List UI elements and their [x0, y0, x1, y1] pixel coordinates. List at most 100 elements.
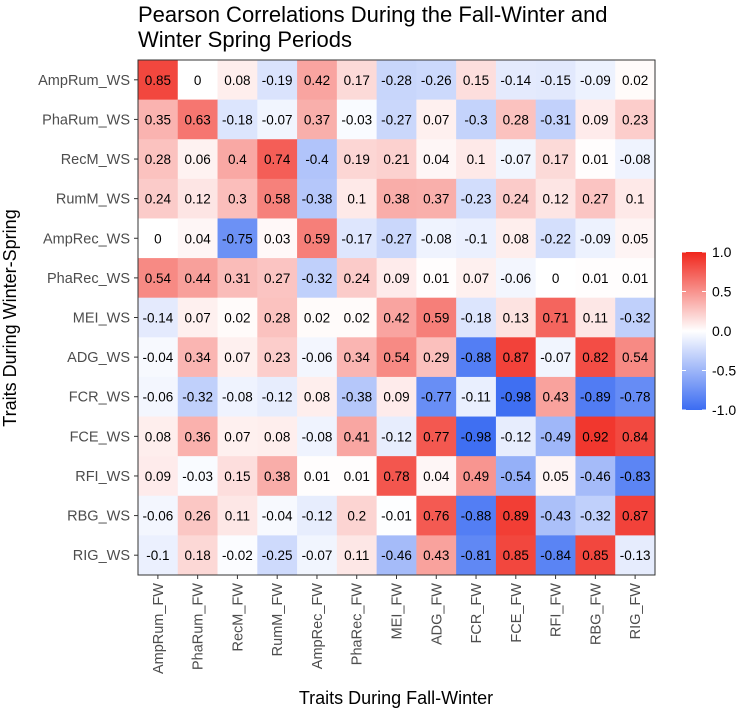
heatmap-cell [495, 178, 537, 219]
heatmap-cell [376, 99, 417, 140]
heatmap-cell [336, 376, 378, 417]
cell-value-label: 0.07 [423, 112, 449, 127]
cell-value-label: 0.24 [145, 192, 172, 207]
cell-value-label: -0.88 [461, 350, 492, 365]
heatmap-cell [336, 495, 378, 536]
heatmap-cell [575, 258, 616, 299]
legend-tick-label: 0.0 [712, 323, 732, 339]
cell-value-label: -0.07 [540, 350, 571, 365]
cell-value-label: 0.09 [383, 390, 409, 405]
heatmap-cell [615, 376, 656, 417]
cell-value-label: 0.77 [423, 429, 449, 444]
cell-value-label: 0.11 [225, 509, 250, 524]
cell-value-label: -0.14 [500, 73, 531, 88]
heatmap-cell [138, 218, 179, 259]
cell-value-label: 0.17 [344, 73, 370, 88]
cell-value-label: -0.3 [464, 112, 487, 127]
cell-value-label: 0.37 [304, 112, 330, 127]
heatmap-cell [376, 535, 417, 576]
heatmap-cell [376, 456, 417, 497]
cell-value-label: -0.46 [381, 548, 412, 563]
heatmap-cell [138, 376, 179, 417]
cell-value-label: -0.06 [142, 390, 173, 405]
cell-value-label: 0.21 [383, 152, 409, 167]
heatmap-cell [575, 495, 616, 536]
cell-value-label: 0.19 [344, 152, 370, 167]
cell-value-label: -0.08 [302, 429, 333, 444]
cell-value-label: -0.75 [222, 231, 253, 246]
heatmap-cell [416, 60, 457, 101]
heatmap-cell [177, 178, 218, 219]
cell-value-label: 0.02 [224, 311, 250, 326]
cell-value-label: -0.78 [620, 390, 651, 405]
heatmap-cell [177, 337, 218, 378]
cell-value-label: 0.05 [542, 469, 568, 484]
heatmap-cell [376, 258, 417, 299]
heatmap-cell [138, 139, 179, 180]
heatmap-cell [217, 297, 258, 338]
heatmap-cell [535, 60, 576, 101]
x-tick-label: PhaRec_FW [350, 583, 366, 666]
cell-value-label: -0.49 [540, 429, 571, 444]
cell-value-label: -0.81 [461, 548, 492, 563]
cell-value-label: 0.08 [503, 231, 529, 246]
heatmap-cell [535, 139, 576, 180]
cell-value-label: -0.09 [580, 231, 611, 246]
heatmap-cell [416, 297, 457, 338]
cell-value-label: -0.14 [142, 311, 173, 326]
cell-value-label: -0.1 [464, 231, 487, 246]
cell-value-label: 0.85 [145, 73, 171, 88]
heatmap-cell [456, 535, 497, 576]
heatmap-cell [416, 139, 457, 180]
heatmap-cell [575, 337, 616, 378]
cell-value-label: -0.4 [305, 152, 329, 167]
cell-value-label: 0.05 [622, 231, 648, 246]
x-tick-label: FCR_FW [469, 583, 485, 644]
cell-value-label: 0.23 [622, 112, 648, 127]
cell-value-label: -0.46 [580, 469, 611, 484]
heatmap-cell [615, 456, 656, 497]
heatmap-cell [217, 337, 258, 378]
cell-value-label: -0.03 [341, 112, 372, 127]
cell-value-label: 0.02 [344, 311, 370, 326]
heatmap-cell [416, 258, 457, 299]
heatmap-cell [535, 297, 576, 338]
cell-value-label: 0.06 [185, 152, 211, 167]
cell-value-label: -0.09 [580, 73, 611, 88]
heatmap-cell [297, 456, 338, 497]
cell-value-label: -0.32 [620, 311, 651, 326]
heatmap-cell [535, 376, 576, 417]
heatmap-cell [336, 258, 378, 299]
heatmap-cell [336, 60, 378, 101]
cell-value-label: 0.31 [224, 271, 250, 286]
heatmap-cell [456, 495, 497, 536]
cell-value-label: 0 [194, 73, 202, 88]
cell-value-label: 0 [552, 271, 560, 286]
cell-value-label: -0.08 [222, 390, 253, 405]
heatmap-cell [297, 139, 338, 180]
heatmap-cell [495, 258, 537, 299]
heatmap-cell [615, 337, 656, 378]
heatmap-cell [416, 416, 457, 457]
heatmap-cell [416, 495, 457, 536]
heatmap-cell [336, 456, 378, 497]
legend-ticks: 1.0 0.5 0.0 -0.5 -1.0 [682, 244, 736, 418]
heatmap-cell [138, 258, 179, 299]
cell-value-label: 0.11 [583, 311, 608, 326]
cell-value-label: 0.09 [145, 469, 171, 484]
cell-value-label: 0.02 [622, 73, 648, 88]
cell-value-label: 0.03 [264, 231, 290, 246]
cell-value-label: -0.06 [500, 271, 531, 286]
cell-value-label: 0.1 [467, 152, 486, 167]
legend-tick-label: -1.0 [712, 402, 736, 418]
heatmap-cell [495, 337, 537, 378]
heatmap-cell [376, 376, 417, 417]
cell-value-label: -0.12 [381, 429, 412, 444]
cell-value-label: 0.87 [622, 509, 648, 524]
cell-value-label: 0.34 [344, 350, 371, 365]
heatmap-cell [336, 139, 378, 180]
heatmap-cell [456, 178, 497, 219]
cell-value-label: 0.43 [423, 548, 449, 563]
cell-value-label: 0.38 [383, 192, 409, 207]
heatmap-cell [376, 218, 417, 259]
